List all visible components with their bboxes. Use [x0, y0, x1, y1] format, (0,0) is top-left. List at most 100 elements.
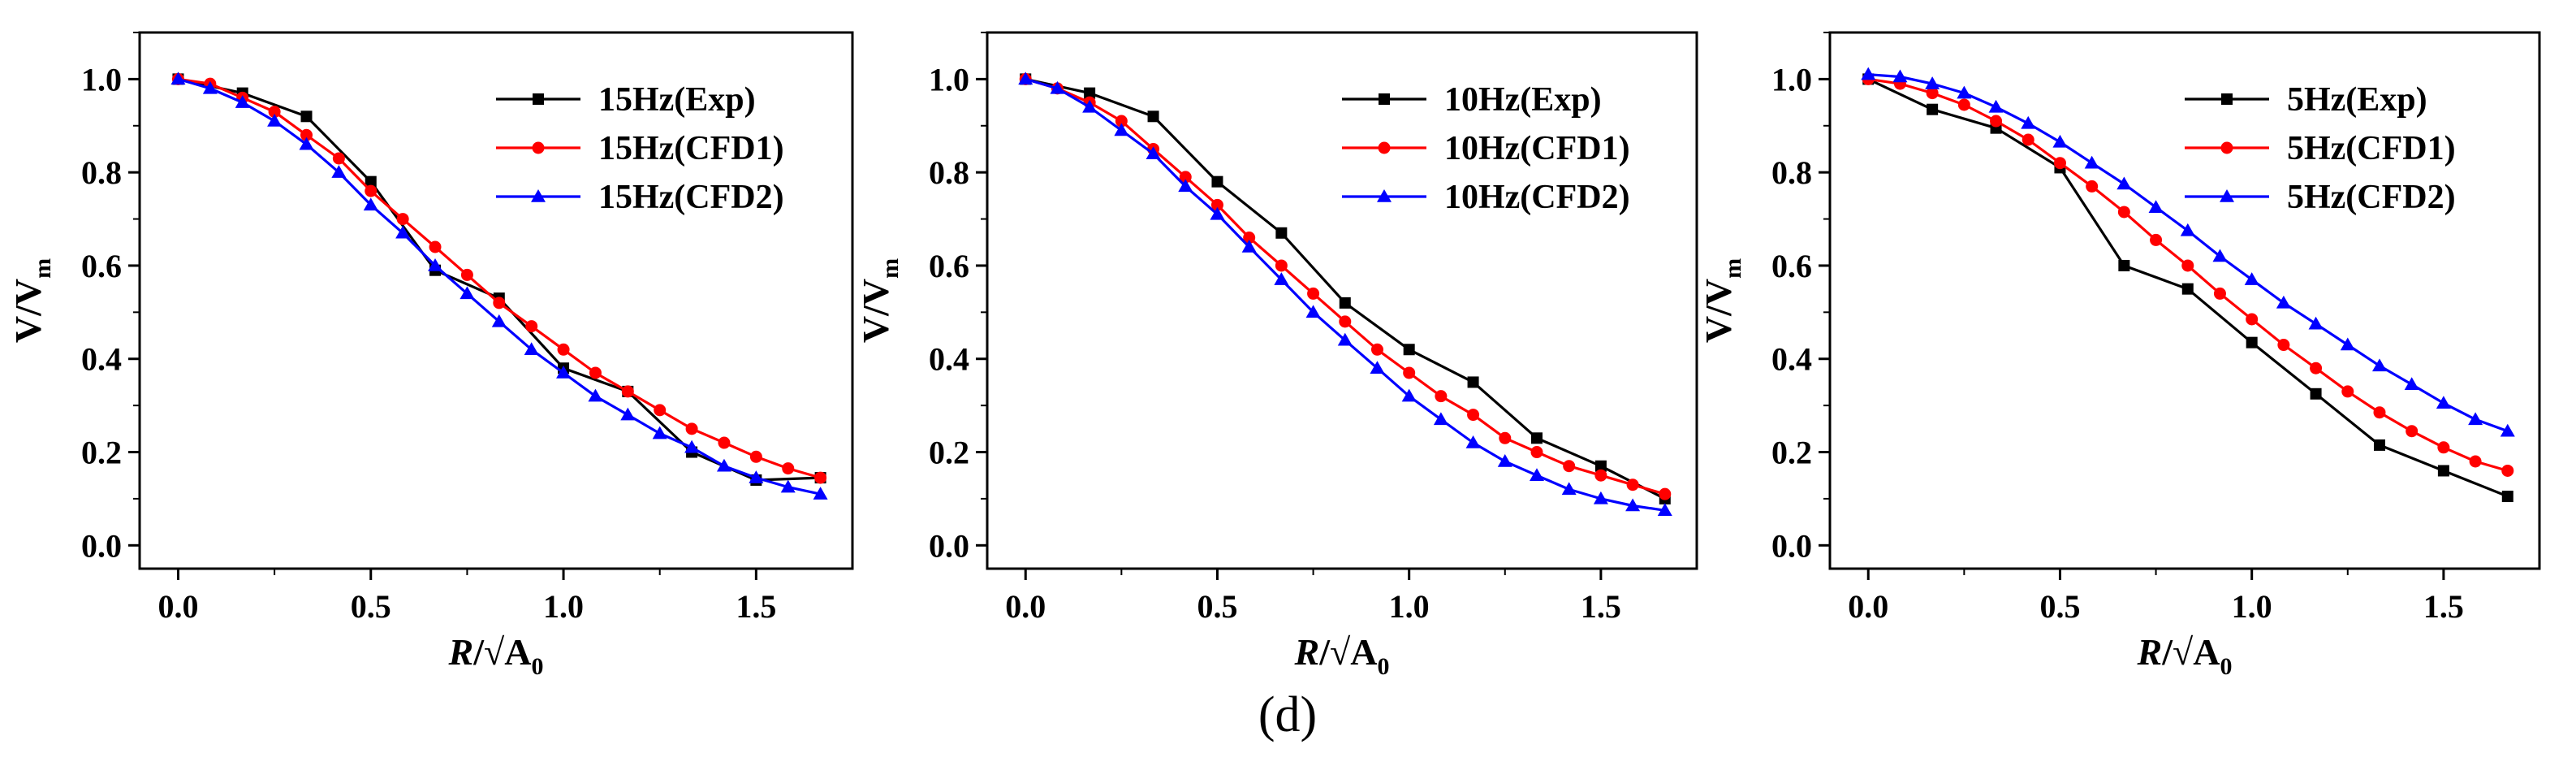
chart-2-ytick-label: 1.0	[929, 61, 969, 97]
chart-2-series-2-point	[1499, 431, 1512, 444]
chart-2: 0.0 0.5 1.0 1.5 0.0 0.2 0.4 0.6 0.8 1.0 R/√A0 V/Vm 1…	[855, 31, 1698, 680]
chart-3: 0.0 0.5 1.0 1.5 0.0 0.2 0.4 0.6 0.8 1.0 R/√A0 V/Vm 5…	[1698, 31, 2541, 680]
chart-1-legend-label: 15Hz(Exp)	[598, 81, 756, 119]
chart-1-series-1-point	[365, 175, 377, 188]
chart-3-frame	[1828, 31, 2541, 570]
chart-2-series-3-point	[1529, 468, 1544, 481]
chart-3-series-3-point	[2052, 134, 2068, 148]
chart-3-series-3-point	[2340, 337, 2355, 351]
chart-1-series-3-point	[363, 197, 378, 211]
chart-1-series-3-point	[716, 458, 731, 472]
chart-2-series-1-point	[1339, 297, 1351, 309]
chart-3-xtick-label: 1.0	[2232, 588, 2272, 625]
chart-3-series-2-point	[2246, 313, 2259, 326]
chart-2-series-2-point	[1659, 487, 1672, 500]
chart-2-series-1-point	[1594, 460, 1607, 472]
chart-1-xtick-label: 1.0	[543, 588, 584, 625]
chart-3-series-1-point	[1927, 103, 1939, 115]
chart-2-series-3-point	[1274, 272, 1289, 285]
chart-2-series-3-point	[1370, 361, 1385, 374]
chart-1-series-2-point	[814, 471, 827, 484]
chart-2-legend-marker	[1378, 141, 1391, 154]
chart-1-ytick-label: 0.2	[81, 435, 122, 471]
chart-1-series-2-point	[621, 385, 634, 398]
chart-2-series-3-point	[1050, 80, 1065, 94]
chart-3-legend-marker	[2221, 93, 2233, 105]
chart-1-ytick-label: 0.0	[81, 527, 122, 564]
chart-1-series-2-point	[460, 268, 473, 281]
chart-1-series-3-point	[395, 225, 411, 239]
chart-3-series-2-point	[2406, 425, 2419, 438]
chart-2-series-2-point	[1339, 315, 1352, 328]
chart-3-legend-marker	[2220, 189, 2234, 202]
chart-2-series-3-point	[1082, 99, 1098, 113]
chart-1-series-2-point	[782, 462, 795, 475]
chart-3-series-2-point	[1957, 98, 1970, 111]
chart-1-series-3-point	[267, 114, 283, 127]
chart-3-xtick-label: 1.5	[2423, 588, 2464, 625]
chart-3-series-3-point	[2180, 223, 2195, 236]
chart-1-ytick-label: 0.8	[81, 154, 122, 191]
chart-3-series-2-point	[2053, 157, 2066, 170]
chart-3-series-3-point	[2308, 316, 2324, 330]
chart-2-frame	[986, 31, 1698, 570]
chart-3-series-2-point	[2086, 180, 2099, 193]
chart-2-series-2-point	[1435, 390, 1448, 403]
chart-3-series-2-point	[2341, 385, 2354, 398]
chart-2-legend-marker	[1377, 189, 1392, 202]
chart-3-series-3-point	[2212, 249, 2228, 262]
chart-1-frame	[138, 31, 854, 570]
chart-2-series-2-point	[1530, 446, 1543, 459]
chart-1-series-2-point	[396, 213, 409, 226]
chart-1-xtick-label: 0.5	[351, 588, 391, 625]
chart-1-series-2-point	[654, 404, 667, 417]
chart-2-series-2-point	[1626, 478, 1639, 491]
chart-3-series-3-point	[1925, 76, 1940, 89]
chart-3-series-3-point	[2468, 412, 2483, 426]
chart-1-xtick-label: 0.0	[157, 588, 198, 625]
chart-1-series-2-point	[525, 320, 538, 333]
chart-2-series-2-point	[1467, 409, 1480, 422]
chart-3-series-3-point	[1988, 99, 2004, 113]
chart-2-legend-label: 10Hz(CFD1)	[1444, 130, 1630, 167]
chart-3-series-2-point	[1990, 115, 2003, 128]
chart-3-series-3-point	[2116, 176, 2132, 190]
chart-3-series-3-point	[2084, 155, 2099, 169]
chart-3-series-2-point	[2373, 406, 2386, 419]
chart-3-series-3-point	[1892, 69, 1908, 83]
chart-1-series-3-point	[652, 426, 667, 439]
chart-1-legend-marker	[533, 93, 544, 105]
chart-2-series-1-point	[1147, 110, 1159, 123]
chart-1-series-3-point	[588, 388, 603, 402]
chart-1-series-3-point	[620, 407, 636, 421]
chart-3-ytick-label: 0.6	[1771, 248, 1812, 284]
chart-2-legend-item: 10Hz(CFD2)	[1342, 179, 1630, 216]
chart-1-series-3-point	[170, 71, 186, 85]
chart-1-series-2-point	[268, 106, 281, 119]
chart-3-ytick-label: 0.0	[1771, 527, 1812, 564]
chart-2-series-2-point	[1594, 469, 1607, 482]
chart-1-series-3-point	[684, 439, 700, 453]
chart-2-series-3-point	[1114, 123, 1129, 136]
chart-3-legend-label: 5Hz(Exp)	[2287, 81, 2427, 119]
chart-2-series-3-point	[1561, 482, 1577, 496]
chart-3-series-3-point	[2244, 272, 2259, 285]
chart-1-legend-marker	[532, 141, 545, 154]
chart-3-xlabel: R/√A0	[2137, 631, 2233, 680]
chart-2-series-3	[1018, 71, 1672, 517]
chart-1-series-3-point	[235, 95, 250, 108]
chart-2-xtick-label: 0.0	[1005, 588, 1046, 625]
chart-3-series-2-point	[2469, 455, 2482, 468]
chart-2-series-3-point	[1593, 491, 1608, 504]
chart-3-series-2-point	[2117, 206, 2130, 219]
chart-3-series-3-point	[2404, 377, 2419, 391]
chart-2-series-1-point	[1211, 175, 1223, 188]
chart-1-series-2-point	[365, 184, 378, 197]
chart-1: 0.0 0.5 1.0 1.5 0.0 0.2 0.4 0.6 0.8 1.0 R/√A0 V/Vm 1…	[7, 31, 854, 680]
chart-3-ytick-label: 1.0	[1771, 61, 1812, 97]
chart-2-legend-item: 10Hz(CFD1)	[1342, 130, 1630, 167]
chart-1-legend-label: 15Hz(CFD1)	[598, 130, 784, 167]
chart-1-ytick-label: 0.4	[81, 341, 122, 378]
chart-1-ylabel: V/Vm	[7, 258, 56, 343]
chart-3-series-3-point	[1957, 85, 1972, 99]
